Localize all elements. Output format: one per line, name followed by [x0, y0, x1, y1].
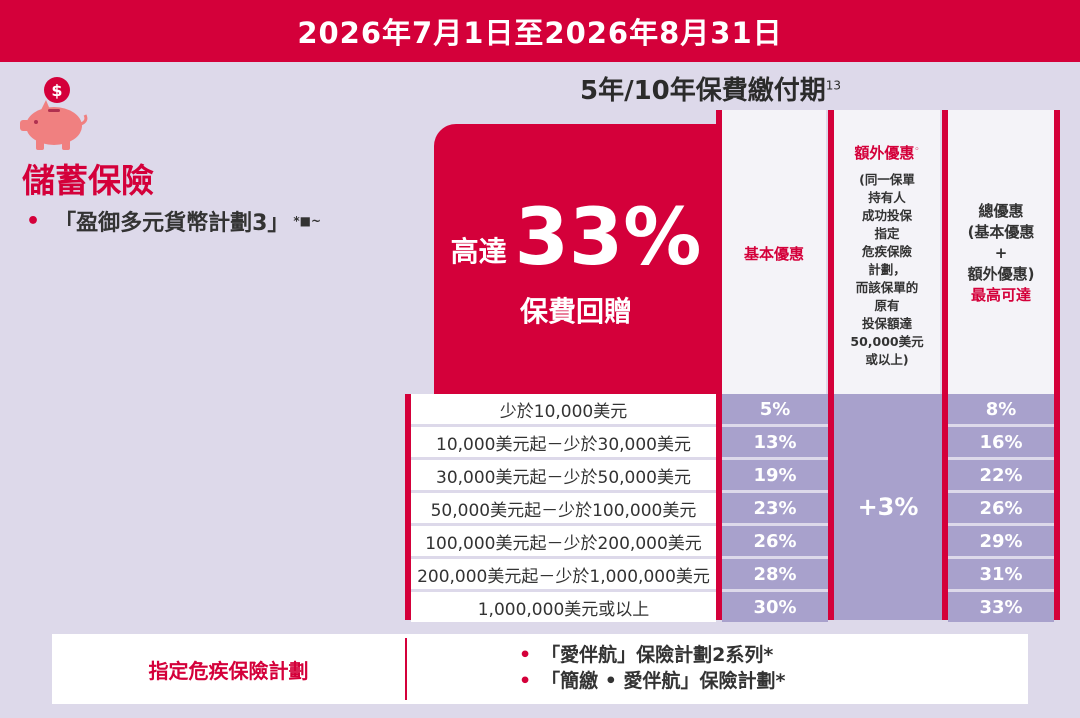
basic-offer-cell: 13%	[722, 427, 828, 457]
header-basic-offer: 基本優惠	[722, 110, 826, 396]
bullet-icon: •	[519, 644, 532, 666]
table-row: 10,000美元起－少於30,000美元 13% 16%	[411, 427, 1054, 460]
designated-plans-box: 指定危疾保險計劃 • 「愛伴航」保險計劃2系列* • 「簡繳 • 愛伴航」保險計劃*	[52, 634, 1028, 704]
table-row: 1,000,000美元或以上 30% 33%	[411, 592, 1054, 625]
premium-range-cell: 100,000美元起－少於200,000美元	[411, 526, 716, 556]
basic-offer-cell: 28%	[722, 559, 828, 589]
extra-offer-cell: +3%	[834, 394, 942, 620]
header-basic-label: 基本優惠	[743, 244, 804, 263]
header-extra-mark: ◦	[914, 144, 920, 155]
header-extra-description: (同一保單 持有人 成功投保 指定 危疾保險 計劃， 而該保單的 原有 投保額達…	[850, 171, 924, 367]
header-extra-offer: 額外優惠◦ (同一保單 持有人 成功投保 指定 危疾保險 計劃， 而該保單的 原…	[834, 110, 940, 396]
premium-range-cell: 10,000美元起－少於30,000美元	[411, 427, 716, 457]
total-offer-cell: 33%	[948, 592, 1054, 622]
promo-prefix: 高達	[450, 235, 507, 268]
table-divider	[942, 110, 948, 620]
bullet-icon: •	[26, 208, 41, 234]
table-row: 200,000美元起－少於1,000,000美元 28% 31%	[411, 559, 1054, 592]
header-total-offer: 總優惠 (基本優惠 + 額外優惠) 最高可達	[948, 110, 1054, 396]
plan-list-item: • 「盈御多元貨幣計劃3」 *■~	[26, 205, 321, 237]
table-row: 30,000美元起－少於50,000美元 19% 22%	[411, 460, 1054, 493]
table-row: 100,000美元起－少於200,000美元 26% 29%	[411, 526, 1054, 559]
basic-offer-cell: 26%	[722, 526, 828, 556]
header-total-max: 最高可達	[970, 285, 1031, 304]
promo-panel: 高達 33% 保費回贈	[434, 124, 718, 396]
table-row: 50,000美元起－少於100,000美元 23% 26%	[411, 493, 1054, 526]
designated-plan-name: 「簡繳 • 愛伴航」保險計劃*	[541, 670, 786, 692]
total-offer-cell: 29%	[948, 526, 1054, 556]
premium-range-cell: 1,000,000美元或以上	[411, 592, 716, 622]
plan-name: 「盈御多元貨幣計劃3」	[54, 211, 290, 236]
list-item: • 「簡繳 • 愛伴航」保險計劃*	[519, 668, 1028, 694]
date-range-text: 2026年7月1日至2026年8月31日	[297, 16, 783, 50]
payment-period-text: 5年/10年保費繳付期	[580, 76, 826, 106]
total-offer-cell: 31%	[948, 559, 1054, 589]
basic-offer-cell: 19%	[722, 460, 828, 490]
bullet-icon: •	[519, 670, 532, 692]
premium-range-cell: 30,000美元起－少於50,000美元	[411, 460, 716, 490]
designated-plan-name: 「愛伴航」保險計劃2系列*	[541, 644, 774, 666]
total-offer-cell: 16%	[948, 427, 1054, 457]
payment-period-note: 13	[825, 78, 842, 93]
header-total-description: 總優惠 (基本優惠 + 額外優惠)	[967, 201, 1035, 283]
total-offer-cell: 22%	[948, 460, 1054, 490]
premium-range-cell: 50,000美元起－少於100,000美元	[411, 493, 716, 523]
basic-offer-cell: 30%	[722, 592, 828, 622]
table-divider	[405, 394, 411, 620]
plan-marks: *■~	[293, 214, 322, 228]
promo-suffix: 保費回贈	[519, 295, 632, 328]
date-range-banner: 2026年7月1日至2026年8月31日	[0, 0, 1080, 62]
total-offer-cell: 26%	[948, 493, 1054, 523]
basic-offer-cell: 23%	[722, 493, 828, 523]
section-title: 儲蓄保險	[22, 161, 154, 200]
premium-range-cell: 200,000美元起－少於1,000,000美元	[411, 559, 716, 589]
list-item: • 「愛伴航」保險計劃2系列*	[519, 642, 1028, 668]
designated-plans-label: 指定危疾保險計劃	[52, 638, 407, 700]
table-divider	[1054, 110, 1060, 620]
premium-range-cell: 少於10,000美元	[411, 394, 716, 424]
table-divider	[716, 110, 722, 620]
payment-period-heading: 5年/10年保費繳付期13	[580, 70, 841, 107]
designated-plans-list: • 「愛伴航」保險計劃2系列* • 「簡繳 • 愛伴航」保險計劃*	[407, 634, 1028, 704]
header-extra-title: 額外優惠	[854, 143, 915, 162]
table-divider	[828, 110, 834, 620]
svg-text:$: $	[51, 81, 62, 100]
total-offer-cell: 8%	[948, 394, 1054, 424]
piggy-bank-dollar-icon: $	[20, 77, 88, 150]
basic-offer-cell: 5%	[722, 394, 828, 424]
table-row: 少於10,000美元 5% 8%	[411, 394, 1054, 427]
promo-percent: 33%	[514, 193, 702, 283]
